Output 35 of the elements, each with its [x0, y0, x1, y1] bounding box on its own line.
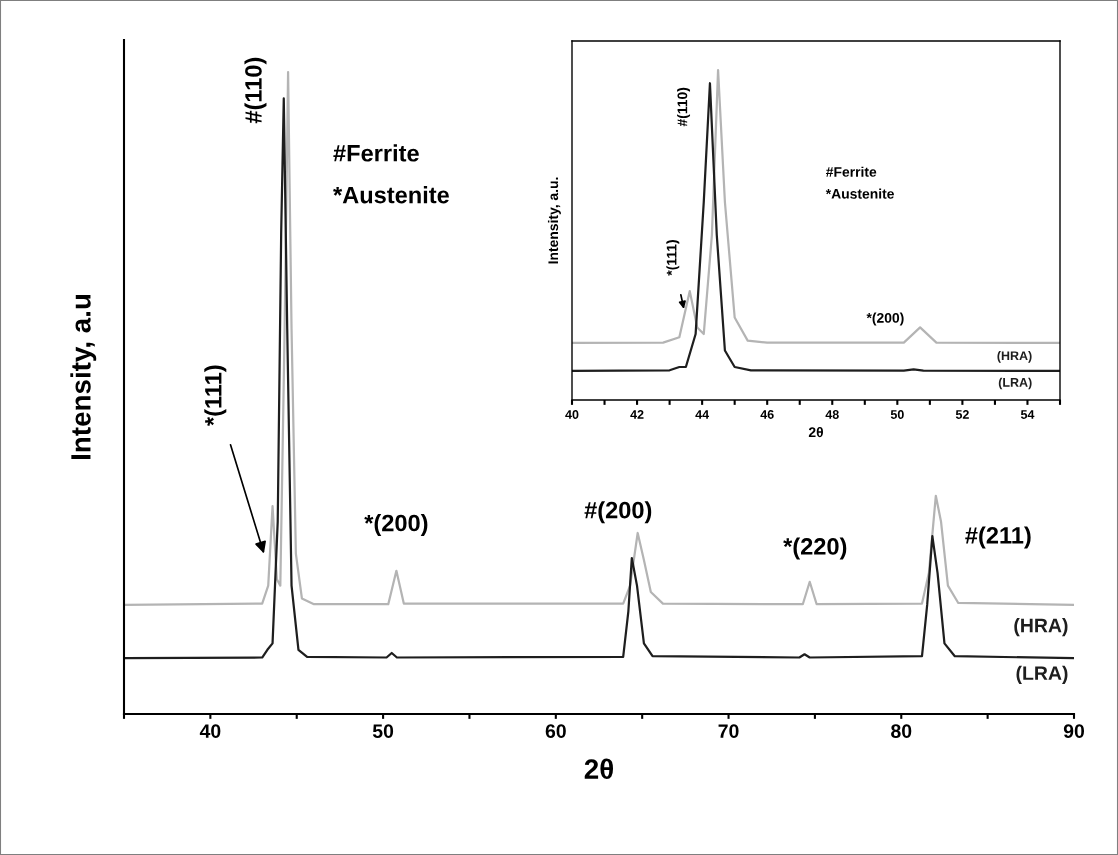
- annotation: #(211): [965, 526, 1031, 549]
- x-tick-label: 52: [955, 410, 969, 419]
- annotation: *(220): [783, 537, 847, 560]
- x-axis-title: 2θ: [584, 758, 614, 779]
- series-label: (LRA): [998, 377, 1032, 390]
- annotation: *(200): [364, 514, 428, 537]
- x-axis-title: 2θ: [808, 426, 824, 438]
- x-tick-label: 48: [825, 410, 839, 419]
- annotation: *(111): [666, 240, 680, 276]
- series-label: (HRA): [997, 350, 1032, 363]
- x-tick-label: 40: [199, 724, 221, 738]
- series-label: (HRA): [1014, 618, 1068, 637]
- x-tick-label: 54: [1020, 410, 1035, 419]
- x-tick-label: 50: [890, 410, 904, 419]
- x-tick-label: 70: [718, 724, 739, 738]
- annotation: *Austenite: [333, 186, 449, 204]
- x-tick-label: 42: [630, 410, 644, 419]
- x-tick-label: 90: [1063, 724, 1085, 738]
- series-label: (LRA): [1016, 665, 1068, 684]
- x-tick-label: 60: [545, 724, 566, 738]
- y-axis-title: Intensity, a.u.: [547, 177, 561, 264]
- annotation: #(110): [244, 57, 267, 124]
- annotation: #Ferrite: [826, 166, 877, 177]
- x-tick-label: 40: [565, 410, 579, 419]
- x-tick-label: 80: [891, 724, 912, 738]
- y-axis-title: Intensity, a.u: [70, 294, 97, 459]
- annotation: *(200): [866, 312, 904, 326]
- annotation: *(111): [204, 365, 227, 426]
- annotation: #Ferrite: [333, 144, 419, 162]
- annotation: #(110): [677, 87, 691, 127]
- x-tick-label: 50: [372, 724, 394, 738]
- annotation: *Austenite: [825, 188, 894, 199]
- x-tick-label: 44: [695, 410, 710, 419]
- annotation: #(200): [584, 501, 652, 524]
- x-tick-label: 46: [760, 410, 774, 419]
